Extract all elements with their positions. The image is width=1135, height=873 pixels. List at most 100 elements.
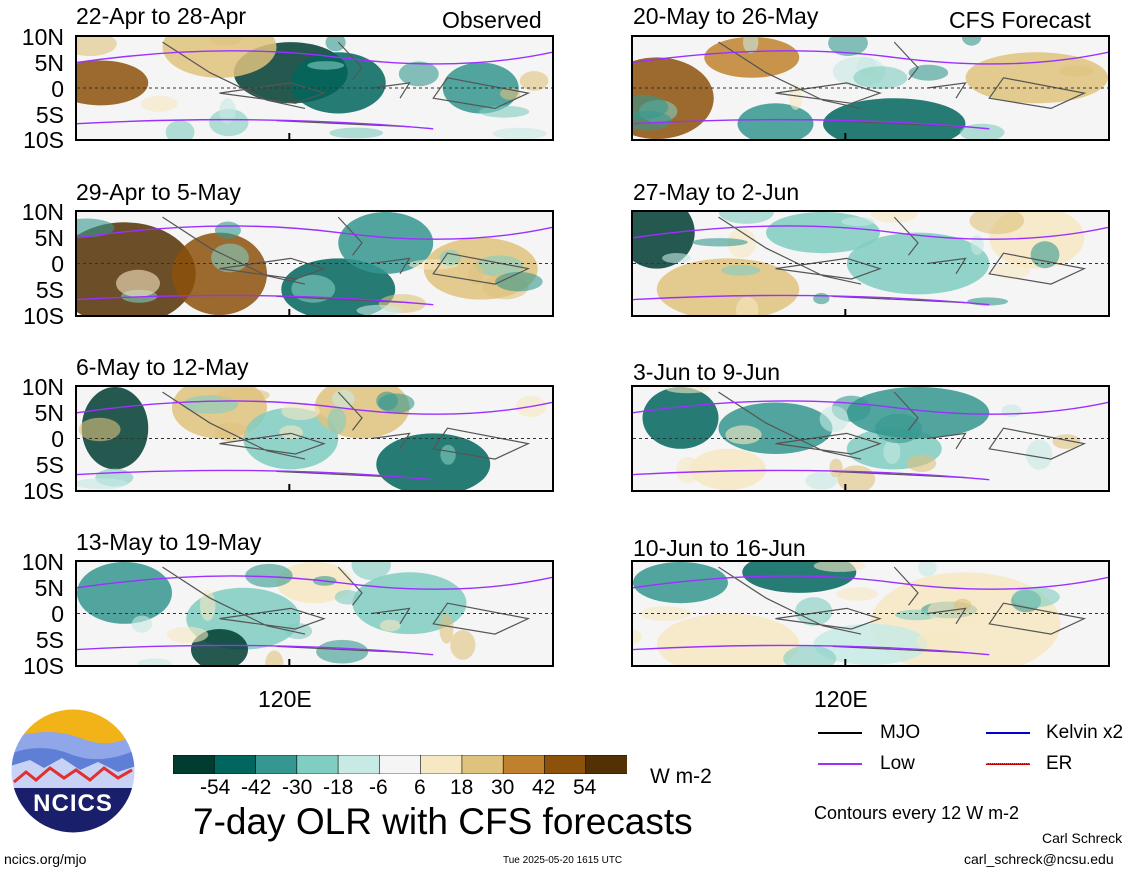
low-legend-label: Low: [880, 753, 915, 774]
lat-label: 5S: [35, 627, 64, 653]
colorbar-label: 6: [414, 776, 426, 799]
anomaly-patch: [200, 589, 216, 621]
anomaly-patch: [131, 615, 153, 633]
anomaly-patch: [690, 448, 766, 490]
olr-map-panel: [75, 35, 554, 141]
anomaly-patch: [813, 293, 830, 305]
anomaly-patch: [77, 222, 196, 315]
anomaly-patch: [656, 258, 800, 315]
colorbar-label: -6: [369, 776, 388, 799]
anomaly-patch: [927, 597, 984, 625]
anomaly-patch: [992, 262, 1031, 280]
olr-map-panel: [631, 385, 1110, 492]
anomaly-patch: [969, 212, 1025, 235]
lat-label: 10N: [21, 549, 64, 575]
anomaly-patch: [743, 37, 759, 54]
olr-map-panel: [631, 35, 1110, 141]
anomaly-patch: [492, 127, 547, 139]
anomaly-patch: [166, 626, 209, 643]
anomaly-patch: [281, 402, 320, 421]
coastline: [718, 391, 1087, 479]
anomaly-patch: [737, 103, 814, 139]
anomaly-patch: [172, 232, 267, 315]
lat-label: 10S: [23, 127, 64, 153]
anomaly-patch: [656, 613, 800, 665]
anomaly-patch: [209, 37, 242, 46]
low-contour: [77, 400, 552, 481]
anomaly-patch: [450, 630, 476, 660]
anomaly-patch: [1026, 439, 1053, 470]
anomaly-patch: [325, 37, 346, 52]
anomaly-patch: [439, 249, 461, 266]
coastline: [162, 216, 531, 304]
anomaly-patch: [398, 61, 439, 87]
anomaly-patch: [908, 64, 949, 81]
colorbar-label: -30: [282, 776, 313, 799]
anomaly-patch: [376, 391, 398, 411]
anomaly-patch: [836, 587, 879, 601]
low-legend-line: [818, 763, 862, 765]
anomaly-patch: [829, 458, 843, 478]
low-contour: [77, 225, 552, 306]
olr-map-panel: [75, 560, 554, 667]
lat-label: 0: [51, 601, 64, 627]
colorbar-swatch: [172, 754, 216, 775]
anomaly-patch: [918, 562, 937, 577]
anomaly-patch: [795, 597, 833, 626]
lat-label: 5S: [35, 277, 64, 303]
colorbar-label: -18: [323, 776, 354, 799]
kelvin-legend-label: Kelvin x2: [1046, 722, 1124, 743]
lat-label: 0: [51, 76, 64, 102]
anomaly-patch: [162, 37, 277, 78]
anomaly-patch: [216, 388, 270, 403]
panel-title: 13-May to 19-May: [76, 529, 262, 555]
anomaly-patch: [291, 274, 336, 303]
anomaly-patch: [665, 387, 710, 394]
author-name: Carl Schreck: [1042, 830, 1123, 846]
anomaly-patch: [219, 98, 236, 124]
anomaly-patch: [1052, 434, 1081, 449]
anomaly-patch: [819, 405, 849, 433]
lat-label: 10N: [21, 374, 64, 400]
anomaly-patch: [329, 127, 384, 139]
panel-title: 6-May to 12-May: [76, 354, 249, 380]
observed-label: Observed: [442, 7, 542, 33]
anomaly-patch: [137, 658, 172, 665]
x-tick-label: 120E: [258, 686, 312, 712]
anomaly-patch: [77, 60, 149, 106]
map-graphic: [77, 562, 552, 665]
panel-title: 20-May to 26-May: [633, 3, 819, 29]
anomaly-patch: [813, 623, 928, 665]
low-contour: [77, 575, 552, 656]
er-legend-line: [986, 763, 1030, 765]
anomaly-patch: [334, 589, 360, 605]
colorbar-label: 30: [491, 776, 515, 799]
anomaly-patch: [1030, 241, 1060, 269]
lat-label: 10S: [23, 653, 64, 679]
anomaly-patch: [77, 562, 172, 624]
anomaly-patch: [813, 562, 866, 572]
lat-label: 5N: [34, 50, 64, 76]
anomaly-patch: [805, 472, 838, 490]
anomaly-patch: [440, 444, 456, 465]
anomaly-patch: [327, 407, 347, 435]
x-tick-label: 120E: [814, 686, 868, 712]
map-graphic: [77, 212, 552, 315]
colorbar-swatch: [420, 754, 463, 775]
colorbar-swatch: [461, 754, 504, 775]
olr-map-panel: [631, 560, 1110, 667]
ncics-logo: NCICS: [10, 708, 136, 834]
lat-label: 5S: [35, 102, 64, 128]
anomaly-patch: [78, 417, 121, 442]
coastline: [162, 391, 531, 479]
low-contour: [633, 400, 1108, 481]
map-graphic: [633, 37, 1108, 139]
lat-label: 0: [51, 251, 64, 277]
panel-title: 22-Apr to 28-Apr: [76, 3, 247, 29]
lat-label: 5N: [34, 225, 64, 251]
logo-text: NCICS: [33, 790, 113, 817]
olr-map-panel: [75, 385, 554, 492]
anomaly-patch: [841, 217, 876, 226]
coastline: [718, 216, 1087, 304]
anomaly-patch: [356, 304, 402, 315]
